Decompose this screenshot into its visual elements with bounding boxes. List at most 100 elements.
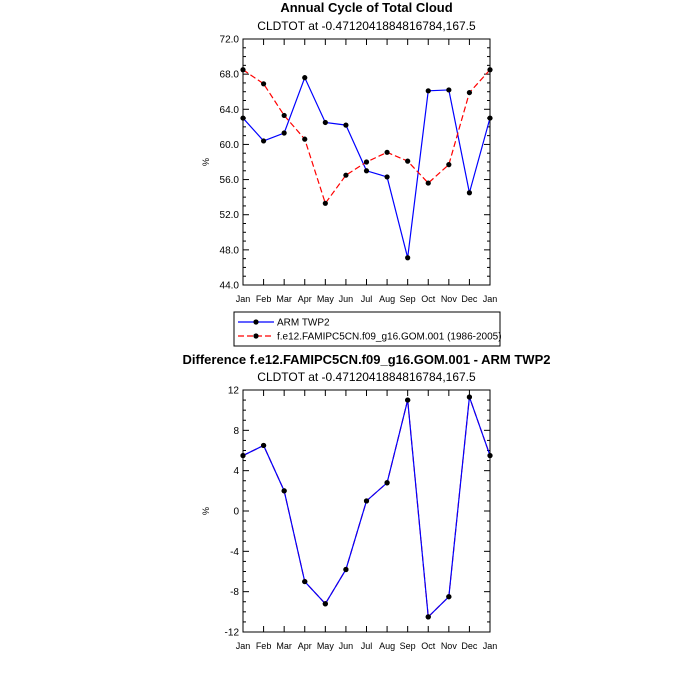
x-tick-label: Jan <box>483 294 498 304</box>
y-axis-label: % <box>201 158 211 166</box>
data-point <box>466 190 473 196</box>
chart-title: Difference f.e12.FAMIPC5CN.f09_g16.GOM.0… <box>183 352 551 367</box>
data-point <box>281 130 287 136</box>
data-point <box>343 172 349 178</box>
data-point <box>363 168 370 174</box>
data-point <box>343 122 349 128</box>
data-point <box>487 67 493 73</box>
y-tick-label: 0 <box>233 507 239 518</box>
x-tick-label: Mar <box>276 641 292 651</box>
y-tick-label: 68.0 <box>220 70 240 81</box>
y-tick-label: 4 <box>233 466 239 477</box>
x-tick-label: Sep <box>400 641 416 651</box>
y-tick-label: 52.0 <box>220 210 240 221</box>
x-tick-label: Jun <box>339 641 354 651</box>
y-axis-label: % <box>201 507 211 515</box>
y-tick-label: 60.0 <box>220 140 240 151</box>
data-point <box>260 138 267 144</box>
data-point <box>302 136 308 142</box>
data-point <box>322 601 328 607</box>
chart-2: Difference f.e12.FAMIPC5CN.f09_g16.GOM.0… <box>183 352 551 651</box>
y-tick-label: 12 <box>228 386 240 397</box>
x-tick-label: Jun <box>339 294 354 304</box>
data-point <box>466 89 473 96</box>
data-point <box>260 442 267 449</box>
data-point <box>446 87 452 93</box>
y-tick-label: 44.0 <box>220 281 240 292</box>
x-tick-label: Oct <box>421 294 436 304</box>
data-point <box>405 397 411 403</box>
series-line-2 <box>242 396 491 619</box>
x-tick-label: Aug <box>379 641 395 651</box>
data-point <box>363 498 370 504</box>
x-tick-label: Apr <box>298 641 312 651</box>
x-tick-label: Jul <box>361 294 373 304</box>
x-tick-label: Sep <box>400 294 416 304</box>
x-tick-label: Jan <box>483 641 498 651</box>
y-tick-label: 64.0 <box>220 105 240 116</box>
data-point <box>425 180 431 186</box>
data-point <box>322 119 328 126</box>
y-tick-label: 72.0 <box>220 35 240 46</box>
data-point <box>446 162 452 168</box>
chart-subtitle: CLDTOT at -0.4712041884816784,167.5 <box>257 370 476 384</box>
y-tick-label: -4 <box>230 547 239 558</box>
y-tick-label: -12 <box>225 628 240 639</box>
data-point <box>384 480 390 486</box>
legend-marker <box>253 319 259 325</box>
x-tick-label: May <box>317 641 335 651</box>
data-point <box>343 566 349 573</box>
x-tick-label: Apr <box>298 294 312 304</box>
y-tick-label: 8 <box>233 426 239 437</box>
data-point <box>302 578 308 585</box>
y-tick-label: -8 <box>230 587 239 598</box>
data-point <box>260 81 267 87</box>
data-point <box>425 614 431 620</box>
data-point <box>487 452 493 459</box>
plot-frame <box>242 389 491 633</box>
x-tick-label: Jan <box>236 641 251 651</box>
x-tick-label: Nov <box>441 294 458 304</box>
data-point <box>384 174 390 180</box>
y-tick-label: 56.0 <box>220 175 240 186</box>
data-point <box>281 488 287 494</box>
data-point <box>487 115 493 121</box>
legend-box <box>233 311 501 347</box>
x-tick-label: Dec <box>461 641 478 651</box>
chart-1: Annual Cycle of Total Cloud CLDTOT at -0.… <box>201 0 502 347</box>
x-tick-label: Nov <box>441 641 458 651</box>
series-line-2 <box>242 69 491 205</box>
x-tick-label: Oct <box>421 641 436 651</box>
x-tick-label: Aug <box>379 294 395 304</box>
legend: ARM TWP2 f.e12.FAMIPC5CN.f09_g16.GOM.001 … <box>233 311 502 347</box>
series-line-1 <box>242 396 491 619</box>
chart-subtitle: CLDTOT at -0.4712041884816784,167.5 <box>257 19 476 33</box>
x-tick-label: Dec <box>461 294 478 304</box>
series-line-1 <box>242 76 491 258</box>
legend-label: ARM TWP2 <box>277 318 330 329</box>
legend-marker <box>253 333 259 339</box>
data-point <box>446 594 452 600</box>
data-point <box>363 159 370 165</box>
data-point <box>384 149 390 155</box>
data-point <box>240 115 246 121</box>
charts-root: Annual Cycle of Total Cloud CLDTOT at -0.… <box>183 0 551 651</box>
legend-label: f.e12.FAMIPC5CN.f09_g16.GOM.001 (1986-20… <box>277 332 502 343</box>
data-point <box>281 112 287 119</box>
data-point <box>322 200 328 206</box>
data-point <box>466 394 473 400</box>
x-tick-label: Jul <box>361 641 373 651</box>
x-tick-label: Jan <box>236 294 251 304</box>
x-tick-label: Feb <box>256 641 272 651</box>
data-point <box>405 255 411 261</box>
y-tick-label: 48.0 <box>220 245 240 256</box>
data-point <box>240 452 246 459</box>
x-tick-label: Feb <box>256 294 272 304</box>
x-tick-label: Mar <box>276 294 292 304</box>
data-point <box>240 67 246 73</box>
x-tick-label: May <box>317 294 335 304</box>
data-point <box>405 158 411 164</box>
data-point <box>302 75 308 81</box>
data-point <box>425 88 431 94</box>
